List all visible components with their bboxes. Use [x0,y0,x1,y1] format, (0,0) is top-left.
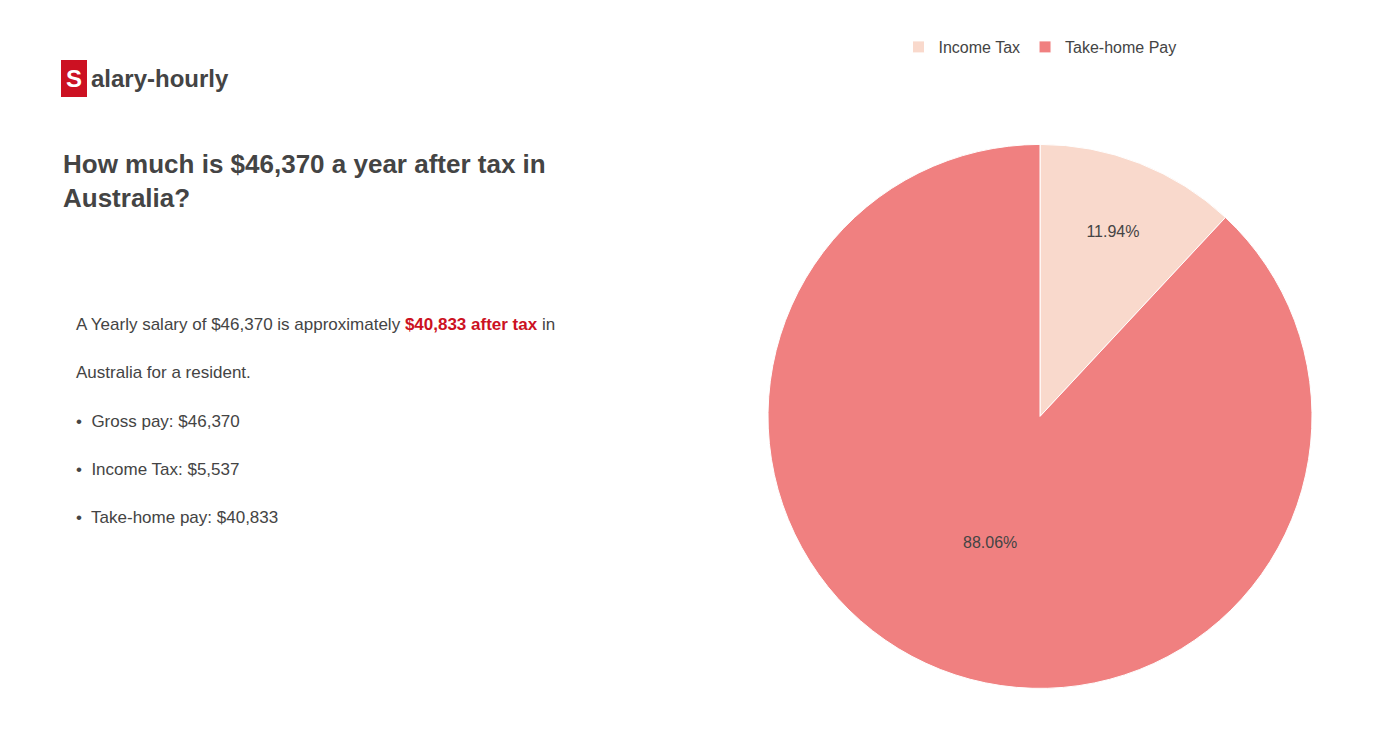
svg-text:• Income Tax: $5,537: • Income Tax: $5,537 [76,460,239,479]
svg-text:Australia for a resident.: Australia for a resident. [76,363,251,382]
svg-text:• Take-home pay: $40,833: • Take-home pay: $40,833 [76,508,278,527]
svg-text:S: S [66,65,82,92]
svg-text:Income Tax: Income Tax [939,39,1021,56]
svg-text:How much is $46,370 a year aft: How much is $46,370 a year after tax inA… [63,149,546,213]
svg-text:• Gross pay: $46,370: • Gross pay: $46,370 [76,412,240,431]
svg-text:Take-home Pay: Take-home Pay [1065,39,1176,56]
svg-text:11.94%: 11.94% [1086,223,1139,240]
svg-text:A Yearly salary of $46,370 is: A Yearly salary of $46,370 is approximat… [76,315,555,334]
svg-text:alary-hourly: alary-hourly [91,65,229,92]
svg-text:88.06%: 88.06% [963,534,1017,551]
